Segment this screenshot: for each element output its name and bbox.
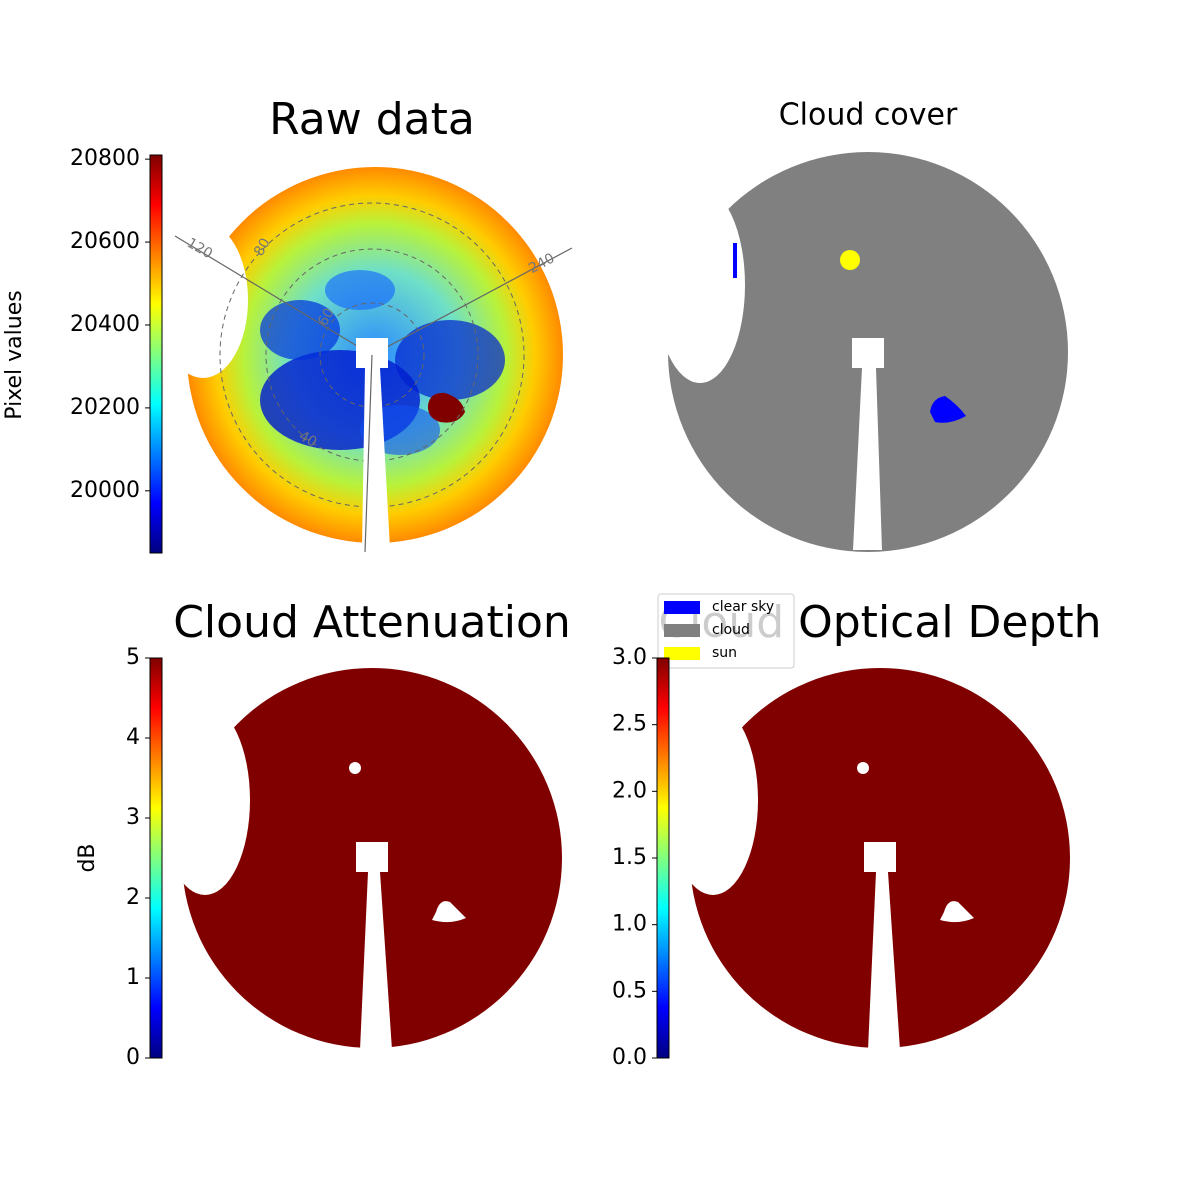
tick-label: 20200	[70, 395, 140, 420]
colorbar-label: dB	[75, 843, 100, 872]
tick-label: 3.0	[612, 645, 647, 670]
raw-image	[158, 167, 573, 553]
tick-label: 1.0	[612, 912, 647, 937]
tick-label: 20400	[70, 312, 140, 337]
tick-label: 20600	[70, 229, 140, 254]
tick-label: 2	[126, 885, 140, 910]
legend-label: sun	[712, 645, 737, 661]
tick-label: 0	[126, 1045, 140, 1070]
tick-label: 1.5	[612, 845, 647, 870]
tick-label: 0.5	[612, 978, 647, 1003]
legend-swatch	[664, 624, 700, 637]
chart-title: Raw data	[269, 94, 475, 145]
colorbar-label: Pixel values	[2, 290, 27, 419]
tick-label: 0.0	[612, 1045, 647, 1070]
tick-label: 20000	[70, 478, 140, 503]
legend-swatch	[664, 647, 700, 660]
colorbar	[656, 657, 670, 1059]
tick-label: 2.0	[612, 778, 647, 803]
polar-label: 60	[315, 306, 338, 329]
colorbar	[149, 154, 163, 554]
legend-swatch	[664, 601, 700, 614]
optical-depth-image	[668, 668, 1070, 1050]
chart-title: Cloud Attenuation	[173, 597, 571, 648]
legend-label: clear sky	[712, 599, 774, 615]
chart-title: Cloud cover	[779, 98, 958, 133]
tick-label: 2.5	[612, 712, 647, 737]
tick-label: 5	[126, 645, 140, 670]
tick-label: 20800	[70, 146, 140, 171]
tick-label: 4	[126, 725, 140, 750]
legend-label: cloud	[712, 622, 750, 638]
colorbar	[149, 657, 163, 1059]
tick-label: 3	[126, 805, 140, 830]
polar-label: 40	[296, 428, 319, 451]
polar-label: 80	[251, 236, 274, 259]
tick-label: 1	[126, 965, 140, 990]
attenuation-image	[160, 668, 562, 1050]
cloud-cover-image	[655, 152, 1068, 552]
